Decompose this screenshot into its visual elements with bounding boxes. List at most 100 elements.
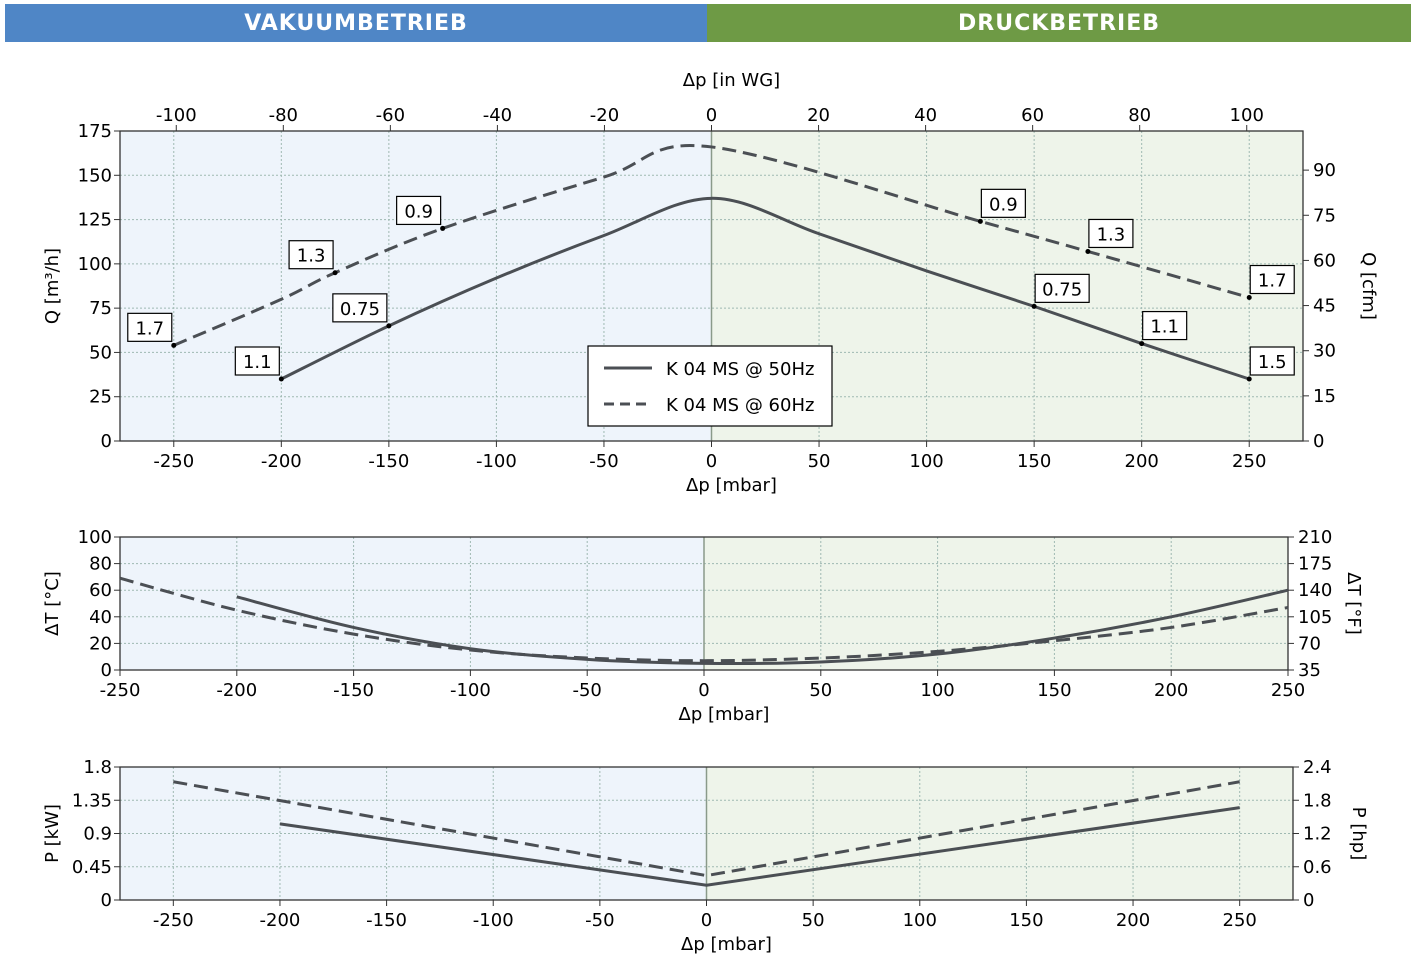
annotation-point bbox=[977, 218, 983, 224]
x-tick-label: -50 bbox=[585, 910, 614, 931]
pressure-operation-banner: DRUCKBETRIEB bbox=[707, 4, 1411, 42]
x-tick-label: 250 bbox=[1232, 451, 1266, 472]
y-right-tick-label: 70 bbox=[1298, 633, 1321, 654]
legend-label: K 04 MS @ 50Hz bbox=[666, 359, 814, 380]
annotation-box bbox=[332, 293, 388, 323]
y-right-axis-label: Q [cfm] bbox=[1358, 252, 1379, 320]
x-tick-label: 150 bbox=[1009, 910, 1043, 931]
annotation-label: 1.1 bbox=[243, 352, 272, 373]
annotation-label: 0.9 bbox=[404, 201, 433, 222]
legend-box bbox=[587, 345, 833, 427]
series-line-50hz bbox=[236, 588, 1289, 666]
series-line-60hz bbox=[173, 144, 1250, 347]
y-tick-label: 1.35 bbox=[72, 790, 112, 811]
x-top-tick-label: 20 bbox=[807, 105, 830, 126]
x-tick-label: -100 bbox=[473, 910, 514, 931]
annotation-box bbox=[1034, 273, 1090, 303]
y-tick-label: 0 bbox=[101, 660, 112, 681]
y-right-tick-label: 105 bbox=[1298, 607, 1332, 628]
y-right-tick-label: 60 bbox=[1313, 250, 1336, 271]
annotation-point bbox=[278, 376, 284, 382]
annotation-box bbox=[980, 188, 1026, 218]
y-tick-label: 0.45 bbox=[72, 857, 112, 878]
x-top-tick-label: 60 bbox=[1021, 105, 1044, 126]
annotation-point bbox=[1031, 303, 1037, 309]
y-right-tick-label: 90 bbox=[1313, 160, 1336, 181]
y-right-tick-label: 30 bbox=[1313, 341, 1336, 362]
x-tick-label: 250 bbox=[1223, 910, 1257, 931]
annotation-label: 0.9 bbox=[989, 194, 1018, 215]
annotation-label: 1.1 bbox=[1150, 317, 1179, 338]
x-tick-label: 0 bbox=[706, 451, 717, 472]
y-tick-label: 100 bbox=[78, 527, 112, 548]
x-tick-label: 50 bbox=[809, 680, 832, 701]
annotation-point bbox=[1139, 341, 1145, 347]
x-tick-label: -250 bbox=[100, 680, 141, 701]
y-tick-label: 1.8 bbox=[83, 757, 112, 778]
y-tick-label: 0.9 bbox=[83, 824, 112, 845]
annotation-box bbox=[234, 346, 280, 376]
y-right-tick-label: 0.6 bbox=[1303, 857, 1332, 878]
legend: K 04 MS @ 50Hz K 04 MS @ 60Hz bbox=[587, 345, 833, 427]
vacuum-operation-banner: VAKUUMBETRIEB bbox=[5, 4, 707, 42]
y-right-tick-label: 0 bbox=[1313, 431, 1324, 452]
series-line-60hz bbox=[173, 780, 1240, 878]
y-right-tick-label: 75 bbox=[1313, 205, 1336, 226]
annotation-point bbox=[332, 270, 338, 276]
x-tick-label: 50 bbox=[802, 910, 825, 931]
series-line-50hz bbox=[279, 806, 1240, 887]
annotation-box bbox=[127, 312, 173, 342]
annotation-box bbox=[396, 195, 442, 226]
chart-panel-3: -250 -200 -150 -100 -50 0 50 100 150 200 250 0 0.45 0… bbox=[42, 757, 1369, 955]
y-axis-label: ΔT [°C] bbox=[42, 571, 63, 636]
x-axis-label: Δp [mbar] bbox=[681, 934, 772, 955]
y-right-tick-label: 175 bbox=[1298, 554, 1332, 575]
y-right-tick-label: 35 bbox=[1298, 660, 1321, 681]
y-tick-label: 20 bbox=[89, 633, 112, 654]
y-right-tick-label: 1.2 bbox=[1303, 824, 1332, 845]
annotation-label: 1.5 bbox=[1258, 352, 1287, 373]
x-tick-label: 100 bbox=[903, 910, 937, 931]
x-top-tick-label: 100 bbox=[1230, 105, 1264, 126]
x-tick-label: 250 bbox=[1271, 680, 1305, 701]
pressure-region bbox=[704, 537, 1288, 670]
annotation-point bbox=[171, 342, 177, 348]
x-axis-label: Δp [mbar] bbox=[679, 704, 770, 725]
x-top-tick-label: 40 bbox=[914, 105, 937, 126]
y-right-tick-label: 210 bbox=[1298, 527, 1332, 548]
annotation-label: 0.75 bbox=[340, 299, 380, 320]
annotation-point bbox=[1246, 295, 1252, 301]
annotation-box bbox=[288, 240, 334, 270]
vacuum-region bbox=[120, 537, 704, 670]
x-tick-label: -250 bbox=[153, 910, 194, 931]
y-tick-label: 80 bbox=[89, 554, 112, 575]
annotation-box bbox=[1088, 218, 1134, 249]
y-tick-label: 150 bbox=[78, 165, 112, 186]
y-right-tick-label: 140 bbox=[1298, 580, 1332, 601]
y-right-tick-label: 2.4 bbox=[1303, 757, 1332, 778]
x-top-axis-label: Δp [in WG] bbox=[683, 70, 780, 91]
chart-panel-1: -250 -200 -150 -100 -50 0 50 100 150 200 250025507… bbox=[42, 70, 1379, 496]
x-tick-label: 50 bbox=[808, 451, 831, 472]
annotation-point bbox=[386, 323, 392, 329]
x-tick-label: -200 bbox=[260, 910, 301, 931]
x-tick-label: 200 bbox=[1125, 451, 1159, 472]
x-tick-label: 200 bbox=[1154, 680, 1188, 701]
annotation-point bbox=[1246, 376, 1252, 382]
x-tick-label: -150 bbox=[333, 680, 374, 701]
x-tick-label: 200 bbox=[1116, 910, 1150, 931]
annotation-label: 1.3 bbox=[1097, 224, 1126, 245]
x-axis-label: Δp [mbar] bbox=[686, 475, 777, 496]
annotation-label: 1.7 bbox=[135, 318, 164, 339]
x-top-tick-label: -80 bbox=[269, 105, 298, 126]
y-right-tick-label: 0 bbox=[1303, 890, 1314, 911]
annotation-point bbox=[1085, 248, 1091, 254]
y-right-tick-label: 15 bbox=[1313, 386, 1336, 407]
x-tick-label: -200 bbox=[261, 451, 302, 472]
y-tick-label: 175 bbox=[78, 121, 112, 142]
series-line-50hz bbox=[280, 196, 1250, 381]
x-tick-label: -50 bbox=[589, 451, 618, 472]
y-tick-label: 100 bbox=[78, 254, 112, 275]
y-axis-label: Q [m³/h] bbox=[42, 248, 63, 324]
